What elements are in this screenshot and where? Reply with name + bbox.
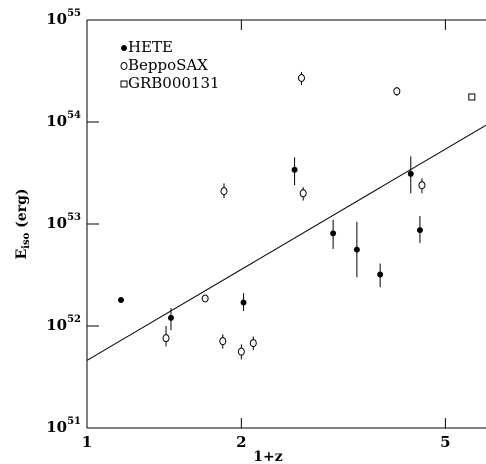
- x-tick-label: 5: [440, 433, 450, 451]
- point: [219, 337, 227, 346]
- y-tick-base: 10: [46, 10, 67, 28]
- y-tick-exponent: 52: [67, 314, 81, 325]
- point: [120, 62, 128, 70]
- point: [237, 347, 245, 356]
- point: [201, 294, 209, 303]
- y-tick-base: 10: [46, 112, 67, 130]
- point: [297, 74, 305, 83]
- point: [220, 187, 228, 196]
- y-tick-exponent: 54: [67, 110, 81, 121]
- y-tick-label: 1055: [46, 8, 81, 29]
- y-tick-base: 10: [46, 214, 67, 232]
- y-tick-label: 1051: [46, 416, 81, 437]
- x-tick-label: 2: [236, 433, 246, 451]
- y-tick-label: 1052: [46, 314, 81, 335]
- y-tick-base: 10: [46, 316, 67, 334]
- point: [249, 339, 257, 348]
- y-label-rest: (erg): [14, 189, 30, 233]
- y-tick-exponent: 53: [67, 212, 81, 223]
- point: [120, 80, 128, 88]
- x-axis-label: 1+z: [253, 449, 282, 464]
- legend-label: GRB000131: [128, 74, 220, 92]
- y-axis-label: Eiso (erg): [14, 189, 32, 260]
- point: [162, 334, 170, 343]
- point: [299, 189, 307, 198]
- point: [240, 299, 247, 306]
- legend-label: HETE: [128, 38, 173, 56]
- y-tick-label: 1053: [46, 212, 81, 233]
- plot-area: [87, 71, 486, 361]
- point: [468, 93, 476, 101]
- y-label-sub: iso: [21, 232, 32, 248]
- y-label-main: E: [14, 249, 30, 260]
- y-tick-base: 10: [46, 418, 67, 436]
- point: [167, 314, 174, 321]
- point: [416, 227, 423, 234]
- y-tick-exponent: 51: [67, 416, 81, 427]
- point: [353, 246, 360, 253]
- point: [377, 271, 384, 278]
- y-tick-label: 1054: [46, 110, 81, 131]
- fit-line: [87, 124, 486, 361]
- point: [118, 296, 125, 303]
- point: [121, 45, 127, 51]
- point: [407, 170, 414, 177]
- x-tick-label: 1: [82, 433, 92, 451]
- legend-label: BeppoSAX: [128, 56, 208, 74]
- point: [393, 87, 401, 96]
- point: [330, 230, 337, 237]
- point: [418, 181, 426, 190]
- y-tick-exponent: 55: [67, 8, 81, 19]
- point: [291, 166, 298, 173]
